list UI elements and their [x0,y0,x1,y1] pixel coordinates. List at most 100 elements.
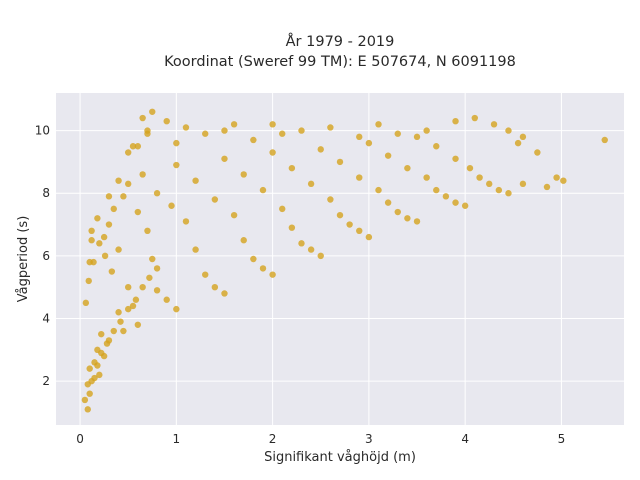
data-point [230,211,238,219]
data-point [91,374,98,382]
data-point [534,149,541,156]
data-point [115,309,122,316]
data-point [553,174,560,181]
data-point [240,237,247,244]
data-point [139,171,146,178]
x-axis-label: Signifikant våghöjd (m) [264,450,416,465]
data-point [560,177,567,184]
y-tick-label: 4 [42,312,50,326]
data-point [269,149,276,156]
data-point [279,130,286,137]
chart-title: År 1979 - 2019 [286,33,395,50]
data-point [336,211,344,219]
data-point [433,143,440,150]
data-point [173,305,180,313]
plot-area [56,93,624,425]
data-point [163,296,170,303]
data-point [86,365,93,372]
data-point [505,190,512,197]
data-point [336,158,344,166]
data-point [88,237,95,244]
data-point [153,265,161,272]
data-point [82,299,90,307]
data-point [394,208,401,216]
data-point [110,205,117,213]
data-point [81,396,89,404]
data-point [356,174,363,181]
data-point [134,143,142,150]
data-point [423,174,430,181]
data-point [356,133,363,141]
data-point [471,114,478,122]
data-point [125,305,132,313]
data-point [139,114,146,122]
x-tick-label: 1 [173,432,181,446]
data-point [288,164,296,172]
data-point [250,136,257,144]
data-point [442,193,450,200]
data-point [192,246,199,253]
data-point [327,124,334,131]
data-point [413,218,421,225]
data-point [356,227,363,235]
data-point [125,149,132,156]
data-point [452,117,459,125]
data-point [134,208,142,216]
y-tick-label: 8 [42,186,50,200]
data-point [452,199,459,206]
data-point [307,246,315,253]
data-point [101,252,109,260]
data-point [384,199,392,206]
data-point [486,180,493,188]
x-tick-label: 4 [461,432,469,446]
data-point [221,155,228,162]
data-point [129,302,137,310]
data-point [120,193,127,200]
data-point [543,183,551,191]
data-point [134,321,142,328]
data-point [96,240,103,247]
data-point [514,139,522,147]
chart-subtitle: Koordinat (Sweref 99 TM): E 507674, N 60… [164,54,516,70]
data-point [94,215,101,222]
data-point [125,283,132,291]
data-point [365,233,373,241]
data-point [288,224,296,231]
data-point [375,121,382,128]
data-point [211,196,219,203]
data-point [85,277,92,285]
data-point [146,274,153,281]
data-point [84,406,91,413]
data-point [115,177,122,184]
data-point [144,227,151,235]
data-point [279,205,286,213]
data-point [98,349,105,357]
data-point [98,330,105,338]
y-tick-label: 2 [42,374,50,388]
data-point [103,340,111,347]
data-point [490,121,498,128]
data-point [519,133,527,141]
data-point [461,202,469,209]
data-point [182,124,190,131]
data-point [240,171,247,178]
data-point [120,327,127,335]
data-point [149,255,156,263]
data-point [129,143,137,150]
data-point [182,218,190,225]
data-point [105,221,113,228]
data-point [86,390,93,397]
data-point [423,127,430,134]
x-tick-label: 5 [558,432,566,446]
data-point [108,268,116,275]
data-point [88,227,95,235]
data-point [144,130,151,137]
data-point [139,283,146,291]
data-point [100,233,108,241]
data-point [452,155,459,162]
data-point [365,139,373,147]
data-point [192,177,199,184]
data-point [433,186,440,194]
data-point [132,296,140,303]
data-point [163,117,170,125]
